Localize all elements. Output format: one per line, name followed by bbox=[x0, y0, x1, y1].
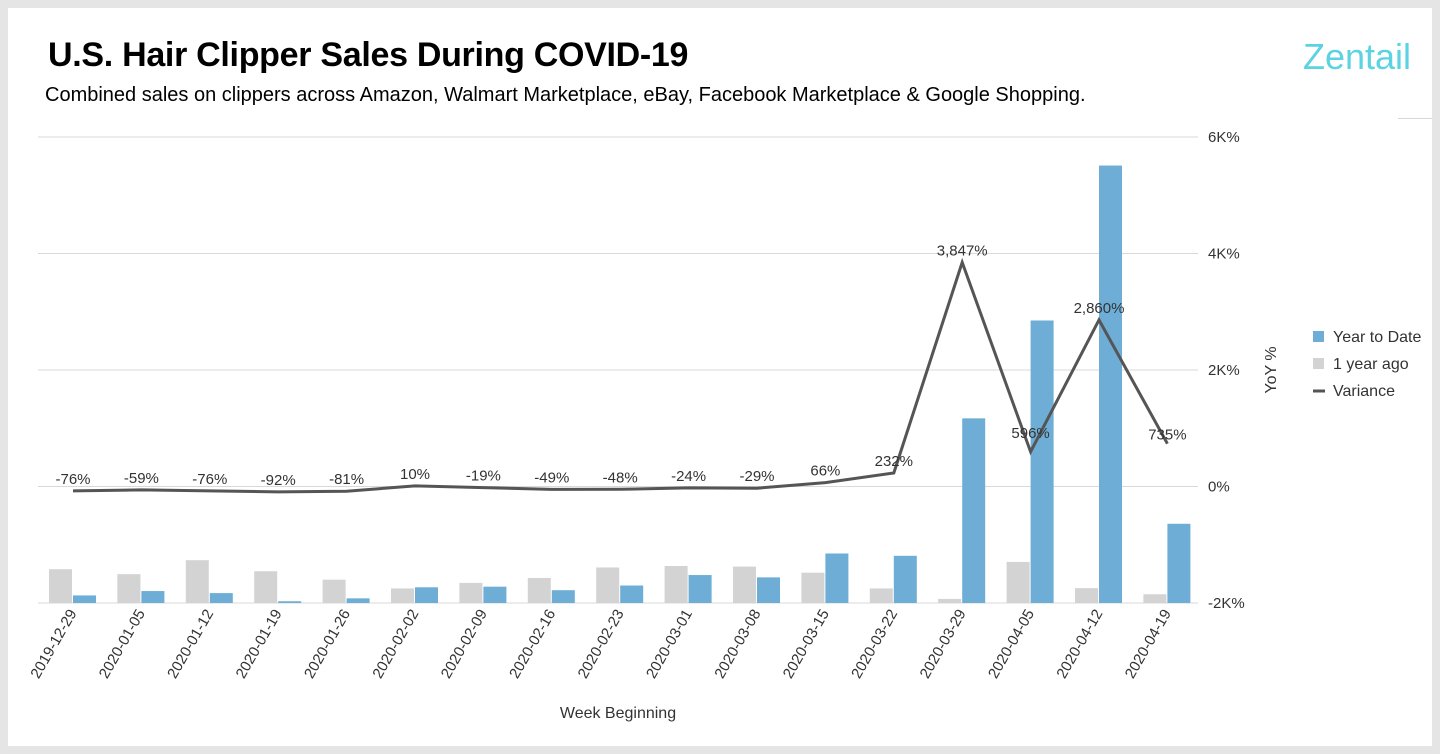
x-tick-label: 2020-01-12 bbox=[164, 607, 217, 682]
legend-label: Year to Date bbox=[1333, 329, 1421, 346]
bar-1-year-ago bbox=[596, 567, 620, 603]
bar-1-year-ago bbox=[391, 588, 414, 603]
legend-label: 1 year ago bbox=[1333, 356, 1409, 373]
variance-data-label: -49% bbox=[534, 469, 569, 486]
bar-1-year-ago bbox=[254, 571, 278, 603]
variance-data-label: -24% bbox=[671, 468, 706, 485]
bars bbox=[49, 165, 1191, 604]
bar-1-year-ago bbox=[733, 566, 756, 603]
x-tick-label: 2020-03-22 bbox=[848, 607, 901, 682]
variance-data-label: 66% bbox=[810, 463, 840, 480]
bar-year-to-date bbox=[893, 555, 917, 603]
logo-divider bbox=[1398, 118, 1432, 119]
chart-subtitle: Combined sales on clippers across Amazon… bbox=[45, 84, 1086, 106]
bar-year-to-date bbox=[962, 418, 986, 603]
bar-year-to-date bbox=[483, 586, 507, 603]
bar-1-year-ago bbox=[664, 566, 688, 603]
x-tick-label: 2020-03-01 bbox=[643, 607, 696, 682]
data-labels: -76% -59% -76% -92% -81% 10% -19% -49% -48% -24% -… bbox=[55, 242, 1186, 488]
x-axis-title: Week Beginning bbox=[560, 705, 676, 722]
bar-year-to-date bbox=[688, 575, 712, 603]
zentail-logo: Zentail bbox=[1303, 36, 1412, 77]
x-tick-label: 2020-02-02 bbox=[369, 607, 422, 682]
y-tick-label: 4K% bbox=[1208, 246, 1240, 263]
variance-data-label: -76% bbox=[55, 471, 90, 488]
variance-data-label: -59% bbox=[124, 470, 159, 487]
variance-data-label: -19% bbox=[466, 468, 501, 485]
bar-year-to-date bbox=[73, 595, 96, 603]
x-tick-label: 2020-04-19 bbox=[1122, 607, 1175, 682]
bar-year-to-date bbox=[1030, 320, 1054, 603]
bar-year-to-date bbox=[141, 591, 165, 603]
variance-data-label: 3,847% bbox=[937, 242, 988, 259]
bar-1-year-ago bbox=[938, 598, 962, 603]
variance-data-label: -76% bbox=[192, 471, 227, 488]
bar-year-to-date bbox=[1099, 165, 1122, 604]
y-axis-title: YoY % bbox=[1263, 346, 1280, 393]
bar-1-year-ago bbox=[185, 560, 209, 603]
x-tick-label: 2020-01-19 bbox=[233, 607, 286, 682]
x-tick-label: 2019-12-29 bbox=[27, 607, 80, 682]
chart-card: U.S. Hair Clipper Sales During COVID-19 … bbox=[8, 8, 1432, 746]
variance-data-label: 10% bbox=[400, 466, 430, 483]
variance-data-label: -92% bbox=[261, 472, 296, 489]
bar-1-year-ago bbox=[117, 574, 141, 603]
y-tick-label: -2K% bbox=[1208, 595, 1245, 612]
y-tick-label: 0% bbox=[1208, 479, 1230, 496]
variance-data-label: -48% bbox=[603, 469, 638, 486]
variance-data-label: -81% bbox=[329, 471, 364, 488]
variance-line bbox=[72, 257, 1169, 494]
variance-data-label: -29% bbox=[739, 468, 774, 485]
legend-label: Variance bbox=[1333, 383, 1395, 400]
variance-data-label: 735% bbox=[1148, 427, 1186, 444]
gridlines bbox=[38, 136, 1198, 604]
x-tick-label: 2020-02-23 bbox=[575, 607, 628, 682]
bar-1-year-ago bbox=[801, 572, 825, 603]
legend-swatch-1-year-ago bbox=[1313, 358, 1324, 369]
bar-year-to-date bbox=[346, 598, 370, 603]
bar-year-to-date bbox=[551, 590, 575, 603]
bar-1-year-ago bbox=[1075, 588, 1098, 603]
bar-1-year-ago bbox=[527, 577, 551, 603]
bar-year-to-date bbox=[209, 593, 233, 603]
bar-1-year-ago bbox=[1006, 561, 1030, 603]
x-axis-ticks: 2019-12-29 2020-01-05 2020-01-12 2020-01-19… bbox=[27, 607, 1174, 682]
x-tick-label: 2020-03-15 bbox=[780, 607, 833, 682]
variance-data-label: 2,860% bbox=[1074, 300, 1125, 317]
bar-1-year-ago bbox=[459, 582, 483, 603]
x-tick-label: 2020-03-29 bbox=[917, 607, 970, 682]
bar-1-year-ago bbox=[869, 588, 893, 603]
variance-data-label: 596% bbox=[1011, 425, 1049, 442]
legend-swatch-year-to-date bbox=[1313, 331, 1324, 342]
bar-1-year-ago bbox=[322, 579, 346, 603]
x-tick-label: 2020-04-05 bbox=[985, 607, 1038, 682]
variance-data-label: 232% bbox=[875, 453, 913, 470]
bar-year-to-date bbox=[278, 601, 302, 603]
chart-svg: -76% -59% -76% -92% -81% 10% -19% -49% -48% -24% -… bbox=[27, 129, 1421, 722]
bar-year-to-date bbox=[415, 587, 438, 603]
bar-1-year-ago bbox=[1143, 594, 1167, 603]
bar-year-to-date bbox=[620, 585, 644, 603]
bar-1-year-ago bbox=[49, 569, 72, 603]
y-tick-label: 6K% bbox=[1208, 129, 1240, 146]
x-tick-label: 2020-01-26 bbox=[301, 607, 354, 682]
x-tick-label: 2020-02-09 bbox=[438, 607, 491, 682]
x-tick-label: 2020-01-05 bbox=[96, 607, 149, 682]
legend: Year to Date 1 year ago Variance bbox=[1313, 329, 1421, 400]
bar-year-to-date bbox=[825, 553, 849, 603]
x-tick-label: 2020-04-12 bbox=[1053, 607, 1106, 682]
right-axis-ticks: -2K% 0% 2K% 4K% 6K% bbox=[1208, 129, 1245, 612]
variance-line-group bbox=[72, 257, 1169, 494]
bar-year-to-date bbox=[1167, 523, 1191, 603]
x-tick-label: 2020-02-16 bbox=[506, 607, 559, 682]
x-tick-label: 2020-03-08 bbox=[711, 607, 764, 682]
y-tick-label: 2K% bbox=[1208, 362, 1240, 379]
bar-year-to-date bbox=[757, 577, 780, 603]
chart-title: U.S. Hair Clipper Sales During COVID-19 bbox=[48, 36, 689, 74]
